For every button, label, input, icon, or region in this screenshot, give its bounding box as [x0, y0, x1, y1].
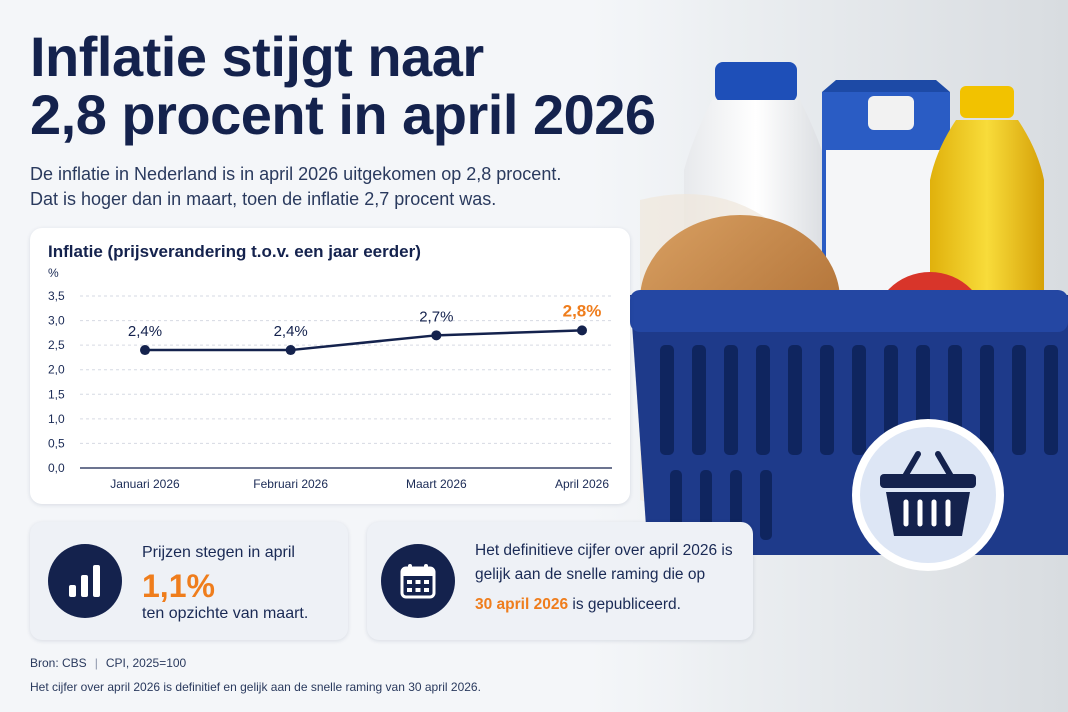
x-tick-label: Januari 2026 [110, 477, 180, 491]
price-change-label: Prijzen stegen in april [142, 544, 295, 561]
y-tick-label: 3,5 [48, 289, 65, 303]
data-point [577, 325, 587, 336]
source-text: Bron: CBS [30, 656, 87, 670]
y-tick-label: 0,5 [48, 436, 65, 450]
definitive-figure-card: Het definitieve cijfer over april 2026 i… [367, 522, 753, 640]
price-change-card: Prijzen stegen in april 1,1% ten opzicht… [30, 522, 348, 640]
y-axis-unit: % [48, 266, 59, 280]
price-change-value: 1,1% [142, 568, 215, 604]
inflation-chart-card: Inflatie (prijsverandering t.o.v. een ja… [30, 228, 630, 504]
definitive-line-3-suffix: is gepubliceerd. [568, 596, 681, 613]
shopping-basket-icon [852, 419, 1004, 571]
footnote: Het cijfer over april 2026 is definitief… [30, 680, 481, 694]
y-tick-label: 1,0 [48, 412, 65, 426]
definitive-line-2: gelijk aan de snelle raming die op [475, 566, 706, 583]
source-separator: | [94, 656, 98, 670]
data-label: 2,7% [419, 308, 453, 325]
grocery-basket-photo [600, 0, 1068, 712]
y-tick-label: 2,5 [48, 338, 65, 352]
y-tick-label: 2,0 [48, 363, 65, 377]
data-point [285, 345, 296, 356]
intro-line-1: De inflatie in Nederland is in april 202… [30, 164, 562, 184]
definitive-line-3: 30 april 2026 is gepubliceerd. [475, 596, 681, 614]
x-tick-label: Februari 2026 [253, 477, 328, 491]
publication-date: 30 april 2026 [475, 596, 569, 613]
series-line [145, 329, 583, 352]
y-tick-label: 1,5 [48, 387, 65, 401]
x-tick-label: April 2026 [555, 477, 609, 491]
title-line-1: Inflatie stijgt naar [30, 25, 484, 88]
data-label: 2,4% [128, 323, 162, 340]
data-point [431, 330, 442, 341]
definitive-line-1: Het definitieve cijfer over april 2026 i… [475, 542, 733, 559]
intro-line-2: Dat is hoger dan in maart, toen de infla… [30, 189, 497, 209]
intro-text: De inflatie in Nederland is in april 202… [30, 162, 630, 212]
price-change-suffix: ten opzichte van maart. [142, 605, 309, 622]
source-line: Bron: CBS | CPI, 2025=100 [30, 656, 186, 670]
bar-chart-icon [48, 544, 122, 618]
chart-title: Inflatie (prijsverandering t.o.v. een ja… [48, 242, 421, 261]
cpi-text: CPI, 2025=100 [105, 656, 187, 670]
page-title: Inflatie stijgt naar 2,8 procent in apri… [30, 28, 670, 144]
y-tick-label: 3,0 [48, 314, 65, 328]
title-line-2: 2,8 procent in april 2026 [30, 83, 656, 146]
y-tick-label: 0,0 [48, 461, 65, 475]
calendar-icon [381, 544, 455, 618]
basket [630, 290, 1068, 555]
inflation-line-chart: % 0,0 0,5 1,0 1,5 2,0 2,5 3,0 3,5 Januari 2026 Feb… [48, 266, 612, 491]
x-tick-label: Maart 2026 [406, 477, 467, 491]
data-label: 2,4% [274, 323, 308, 340]
data-label: 2,8% [563, 301, 602, 320]
data-point [140, 345, 150, 356]
